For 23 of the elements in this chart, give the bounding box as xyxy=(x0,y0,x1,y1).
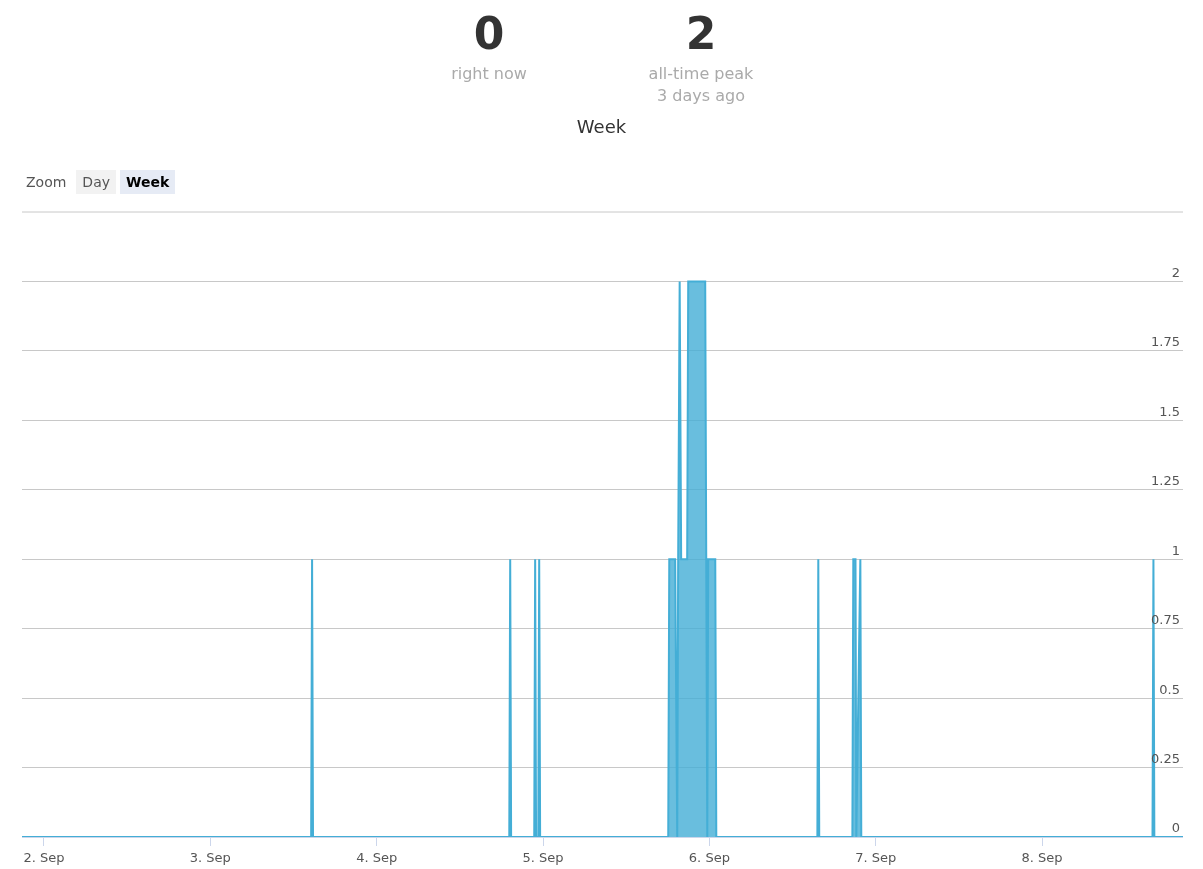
text: all-time peak xyxy=(647,63,755,85)
x-tick-label: 2. Sep xyxy=(23,849,65,865)
y-tick-label: 2 xyxy=(1171,264,1180,280)
y-tick-label: 1.75 xyxy=(1151,334,1180,350)
x-tick-label: 3. Sep xyxy=(189,849,231,865)
y-tick-label: 1.25 xyxy=(1151,473,1180,489)
x-tick-label: 5. Sep xyxy=(522,849,564,865)
text: 0 xyxy=(472,8,506,59)
text: Zoom xyxy=(25,173,68,192)
x-tick-label: 7. Sep xyxy=(855,849,897,865)
y-tick-label: 1 xyxy=(1171,542,1180,558)
y-tick-label: 0 xyxy=(1171,820,1180,836)
chart-title: Week xyxy=(120,170,176,194)
y-tick-label: 1.5 xyxy=(1159,403,1180,419)
x-tick-label: 8. Sep xyxy=(1021,849,1063,865)
y-tick-label: 0.5 xyxy=(1159,681,1180,697)
x-tick-label: 6. Sep xyxy=(688,849,730,865)
x-tick-label: 4. Sep xyxy=(356,849,398,865)
text: right now xyxy=(450,63,528,85)
text: Week xyxy=(575,116,628,137)
text: Day xyxy=(76,170,117,194)
text: 2 xyxy=(684,8,718,59)
text: 3 days ago xyxy=(656,85,746,107)
